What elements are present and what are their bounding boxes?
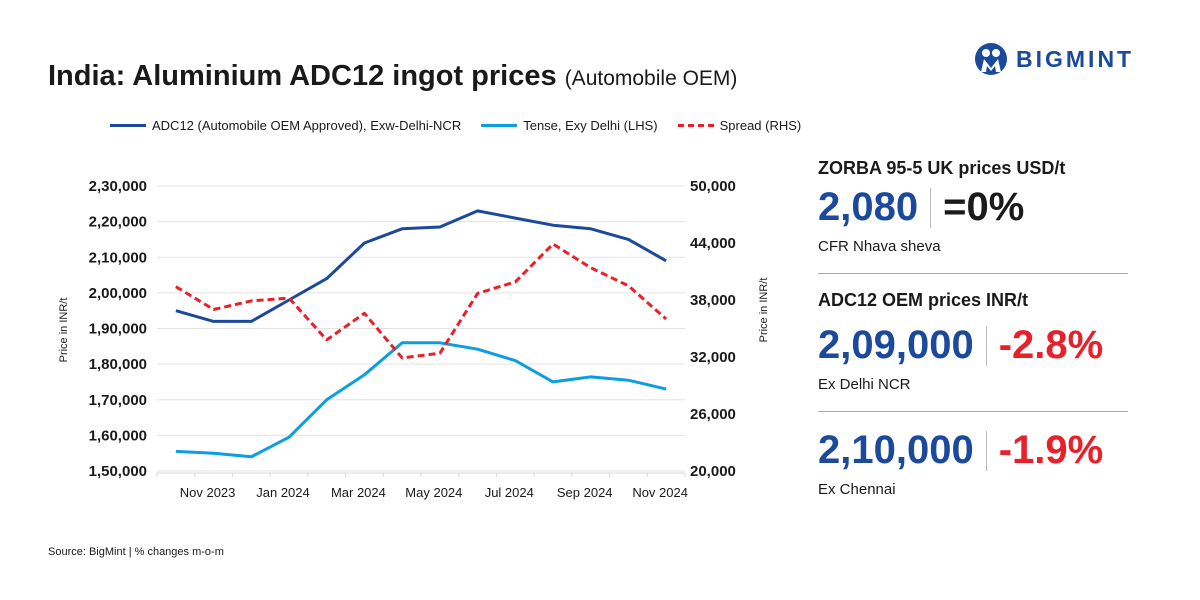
legend: ADC12 (Automobile OEM Approved), Exw-Del… <box>110 118 801 133</box>
legend-label: ADC12 (Automobile OEM Approved), Exw-Del… <box>152 118 462 133</box>
y-tick-label-left: 1,50,000 <box>89 463 147 480</box>
y-tick-label-left: 1,90,000 <box>89 321 147 338</box>
y-tick-label-left: 2,10,000 <box>89 249 147 266</box>
series-line-1 <box>175 341 667 459</box>
delhi-change: -2.8% <box>998 323 1104 367</box>
x-tick-label: Jul 2024 <box>485 485 534 500</box>
y-tick-label-right: 26,000 <box>690 406 736 423</box>
y-tick-label-right: 38,000 <box>690 292 736 309</box>
chennai-change: -1.9% <box>998 428 1104 472</box>
divider <box>985 325 987 366</box>
y-axis-title-right: Price in INR/t <box>758 278 770 343</box>
x-tick-label: Jan 2024 <box>256 485 310 500</box>
y-tick-label-left: 2,20,000 <box>89 214 147 231</box>
divider <box>818 411 1128 412</box>
bigmint-logo-icon <box>975 43 1007 75</box>
x-tick-label: Sep 2024 <box>557 485 613 500</box>
line-chart: 1,50,000 1,60,000 1,70,000 1,80,000 1,90,000… <box>58 178 770 500</box>
delhi-note: Ex Delhi NCR <box>818 376 911 393</box>
chennai-row: 2,10,000 -1.9% <box>818 428 1128 473</box>
y-tick-label-left: 1,70,000 <box>89 392 147 409</box>
legend-item-spread: Spread (RHS) <box>677 118 802 133</box>
delhi-value: 2,09,000 <box>818 323 974 367</box>
y-tick-label-left: 2,30,000 <box>89 178 147 195</box>
series-line-2 <box>175 242 668 360</box>
y-tick-label-left: 2,00,000 <box>89 285 147 302</box>
divider <box>985 430 987 471</box>
x-tick-label: Mar 2024 <box>331 485 386 500</box>
delhi-row: 2,09,000 -2.8% <box>818 323 1128 368</box>
series-line-0 <box>175 209 667 323</box>
y-tick-label-right: 44,000 <box>690 235 736 252</box>
legend-label: Tense, Exy Delhi (LHS) <box>523 118 658 133</box>
legend-swatch <box>110 124 146 127</box>
brand-name: BIGMINT <box>1016 45 1135 72</box>
legend-item-tense: Tense, Exy Delhi (LHS) <box>481 118 658 133</box>
zorba-value: 2,080 <box>818 185 919 229</box>
zorba-note: CFR Nhava sheva <box>818 238 941 255</box>
y-tick-label-left: 1,80,000 <box>89 356 147 373</box>
y-axis-title-left: Price in INR/t <box>58 298 70 363</box>
y-tick-label-left: 1,60,000 <box>89 427 147 444</box>
legend-label: Spread (RHS) <box>719 118 802 133</box>
chennai-value: 2,10,000 <box>818 428 974 472</box>
subtitle-text: (Automobile OEM) <box>564 67 738 90</box>
y-tick-label-right: 20,000 <box>690 463 736 480</box>
chennai-note: Ex Chennai <box>818 481 896 498</box>
adc12-heading: ADC12 OEM prices INR/t <box>818 290 1029 310</box>
divider <box>930 187 932 228</box>
x-tick-label: Nov 2024 <box>632 485 688 500</box>
y-tick-label-right: 32,000 <box>690 349 736 366</box>
price-panel: ZORBA 95-5 UK prices USD/t 2,080 =0% CFR … <box>818 158 1128 498</box>
y-tick-label-right: 50,000 <box>690 178 736 195</box>
legend-item-adc12: ADC12 (Automobile OEM Approved), Exw-Del… <box>110 118 461 133</box>
bigmint-logo: BIGMINT <box>974 42 1134 76</box>
x-tick-label: May 2024 <box>405 485 462 500</box>
x-tick-label: Nov 2023 <box>180 485 236 500</box>
chart-title: India: Aluminium ADC12 ingot prices (Aut… <box>48 60 737 93</box>
legend-swatch <box>481 124 518 127</box>
zorba-row: 2,080 =0% <box>818 185 1128 230</box>
source-note: Source: BigMint | % changes m-o-m <box>48 546 224 558</box>
zorba-change: =0% <box>943 185 1025 229</box>
zorba-heading: ZORBA 95-5 UK prices USD/t <box>818 158 1066 178</box>
title-text: India: Aluminium ADC12 ingot prices <box>48 60 557 92</box>
legend-swatch <box>677 124 714 127</box>
divider <box>818 273 1128 274</box>
